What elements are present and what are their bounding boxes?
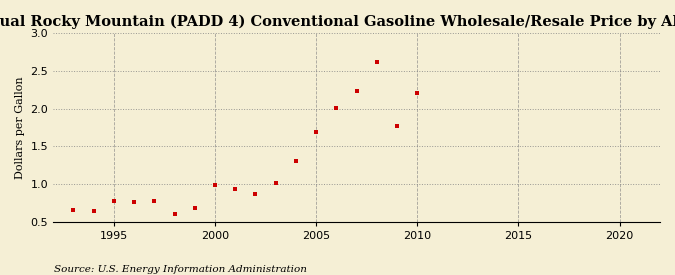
Text: Source: U.S. Energy Information Administration: Source: U.S. Energy Information Administ…: [54, 265, 307, 274]
Y-axis label: Dollars per Gallon: Dollars per Gallon: [15, 76, 25, 179]
Title: Annual Rocky Mountain (PADD 4) Conventional Gasoline Wholesale/Resale Price by A: Annual Rocky Mountain (PADD 4) Conventio…: [0, 15, 675, 29]
